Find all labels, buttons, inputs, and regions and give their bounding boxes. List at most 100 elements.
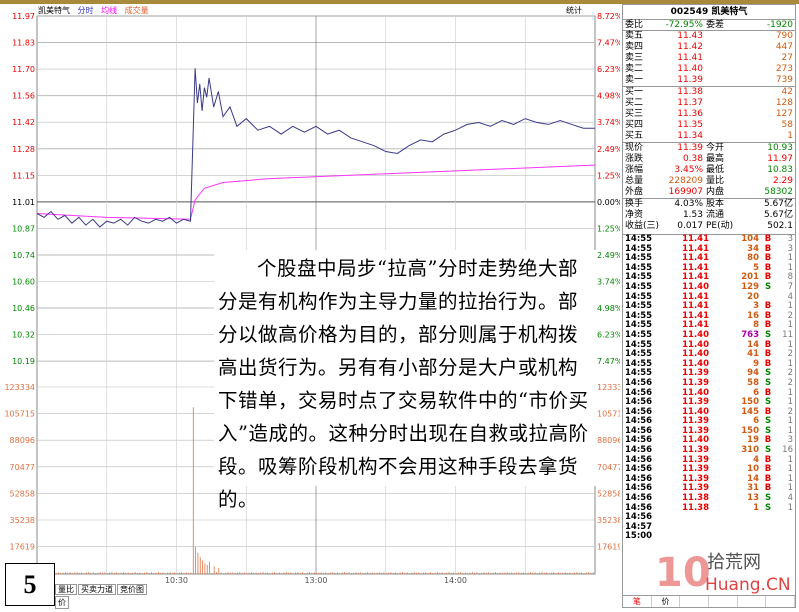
- buy-level: 买三 11.36 127: [623, 109, 795, 120]
- price-tick-label: 10.74: [12, 251, 35, 260]
- quote-row: 涨跌 0.38 最高 11.97: [623, 154, 795, 165]
- buy-level: 买一 11.38 42: [623, 87, 795, 98]
- trade-side: [759, 532, 777, 542]
- volume-tick-label-right: 105715: [597, 410, 620, 419]
- trade-price: 11.40: [682, 339, 709, 350]
- trade-price: 11.41: [682, 234, 709, 244]
- quote-label: 内盘: [706, 187, 725, 197]
- tab-price[interactable]: 价: [55, 596, 69, 609]
- price-tick-label: 11.28: [12, 145, 35, 154]
- level-volume: 58: [781, 120, 793, 130]
- quote-row: 涨幅 3.45% 最低 10.83: [623, 165, 795, 176]
- volume-tick-label-right: 52858: [597, 489, 620, 498]
- trade-row: 14:55 11.40 14 B 1: [623, 339, 795, 351]
- trade-row: 14:56 11.39 4 B 1: [623, 455, 795, 466]
- tab-auction-chart[interactable]: 竞价图: [117, 584, 147, 595]
- stats-button[interactable]: 统计: [566, 6, 582, 15]
- quote-label: 涨幅: [625, 165, 644, 175]
- trade-time: 14:56: [625, 416, 653, 427]
- trade-time: 14:55: [625, 368, 653, 379]
- tab-6[interactable]: [766, 596, 796, 607]
- tab-average[interactable]: 均线: [101, 6, 118, 15]
- spacer: [703, 75, 741, 86]
- quote-row: 外盘 169907 内盘 58302: [623, 187, 795, 198]
- volume-tick-label-right: 70477: [597, 463, 620, 472]
- trade-volume: 10: [747, 464, 759, 475]
- slide-number: 5: [5, 563, 55, 606]
- trade-time: 14:55: [625, 349, 653, 360]
- trade-count: 2: [787, 310, 793, 321]
- tab-fenshi[interactable]: 分时: [77, 6, 94, 15]
- trade-count: 1: [787, 253, 793, 264]
- trade-side: B: [764, 301, 772, 312]
- trade-row: 14:56 11.40 145 B 2: [623, 406, 795, 418]
- trade-price: 11.39: [682, 464, 709, 475]
- trade-price: 11.41: [682, 272, 709, 283]
- level-volume: 27: [781, 53, 793, 63]
- trade-row: 14:55 11.41 16 B 2: [623, 310, 795, 322]
- trade-volume: 145: [741, 406, 759, 417]
- tick-trades-list[interactable]: 14:55 11.41 104 B 3 14:55 11.41 34 B 3 14:55 11.41 8…: [623, 234, 795, 542]
- trade-volume: 310: [741, 445, 759, 456]
- trade-price: 11.41: [682, 301, 709, 312]
- quote-value: 2.29: [772, 176, 793, 186]
- trade-time: 14:56: [625, 483, 653, 494]
- price-tick-label: 11.70: [12, 65, 35, 74]
- tab-ticks[interactable]: 笔: [623, 596, 652, 607]
- price-tick-label: 10.60: [12, 278, 35, 287]
- price-tick-label: 10.46: [12, 304, 35, 313]
- price-tick-label: 11.56: [12, 92, 35, 101]
- trade-side: S: [764, 493, 772, 504]
- tab-4[interactable]: [709, 596, 738, 607]
- trade-volume: 201: [741, 272, 759, 283]
- trade-time: 14:55: [625, 320, 653, 331]
- info-label: 股本: [706, 199, 725, 209]
- trade-side: S: [764, 368, 772, 379]
- trade-count: 1: [787, 473, 793, 484]
- trade-count: 2: [787, 377, 793, 388]
- trade-row: 14:56 11.39 31 B 1: [623, 484, 795, 494]
- volume-tick-label: 88096: [10, 436, 35, 445]
- trade-volume: [709, 532, 759, 542]
- trade-count: 1: [787, 464, 793, 475]
- tab-volume[interactable]: 成交量: [124, 6, 149, 15]
- pct-tick-label: 2.49%: [597, 145, 620, 154]
- tab-3[interactable]: [680, 596, 710, 607]
- trade-price: 11.40: [682, 358, 709, 369]
- tab-price-dist[interactable]: 价: [652, 596, 681, 607]
- trade-time: 14:56: [625, 435, 653, 446]
- quote-value: 3.45%: [674, 165, 703, 175]
- level-price: 11.40: [677, 64, 703, 74]
- trade-row: 14:55 11.40 41 B 2: [623, 350, 795, 360]
- trade-side: S: [764, 377, 772, 388]
- quote-label: 现价: [625, 143, 644, 153]
- volume-tick-label-right: 17619: [597, 543, 620, 552]
- trade-count: 2: [787, 406, 793, 417]
- trade-price: 11.41: [682, 310, 709, 321]
- trade-side: B: [764, 253, 772, 264]
- sell-level: 卖四 11.42 447: [623, 42, 795, 53]
- trade-price: 11.39: [682, 445, 709, 456]
- level-price: 11.37: [677, 98, 703, 108]
- trade-count: 1: [787, 320, 793, 331]
- trade-row: 14:55 11.41 20 4: [623, 291, 795, 303]
- trade-time: 14:56: [625, 512, 653, 523]
- trade-price: 11.40: [682, 406, 709, 417]
- trade-volume: 763: [741, 329, 759, 340]
- trade-time: 14:56: [625, 387, 653, 398]
- info-row: 换手 4.03% 股本 5.67亿: [623, 199, 795, 210]
- trade-time: 14:55: [625, 310, 653, 321]
- trade-price: 11.39: [682, 368, 709, 379]
- trade-row: 14:56 11.39 310 S 16: [623, 445, 795, 456]
- trade-count: 1: [787, 262, 793, 273]
- tab-buy-sell-force[interactable]: 买卖力道: [78, 584, 116, 595]
- tab-volume-ratio[interactable]: 量比: [55, 584, 77, 595]
- trade-row: 14:57: [623, 522, 795, 533]
- volume-tick-label-right: 35238: [597, 516, 620, 525]
- trade-price: 11.38: [682, 502, 709, 513]
- trade-price: 11.39: [682, 483, 709, 494]
- trade-count: 1: [787, 416, 793, 427]
- trade-count: 4: [787, 291, 793, 302]
- volume-tick-label: 70477: [10, 463, 35, 472]
- tab-5[interactable]: [738, 596, 767, 607]
